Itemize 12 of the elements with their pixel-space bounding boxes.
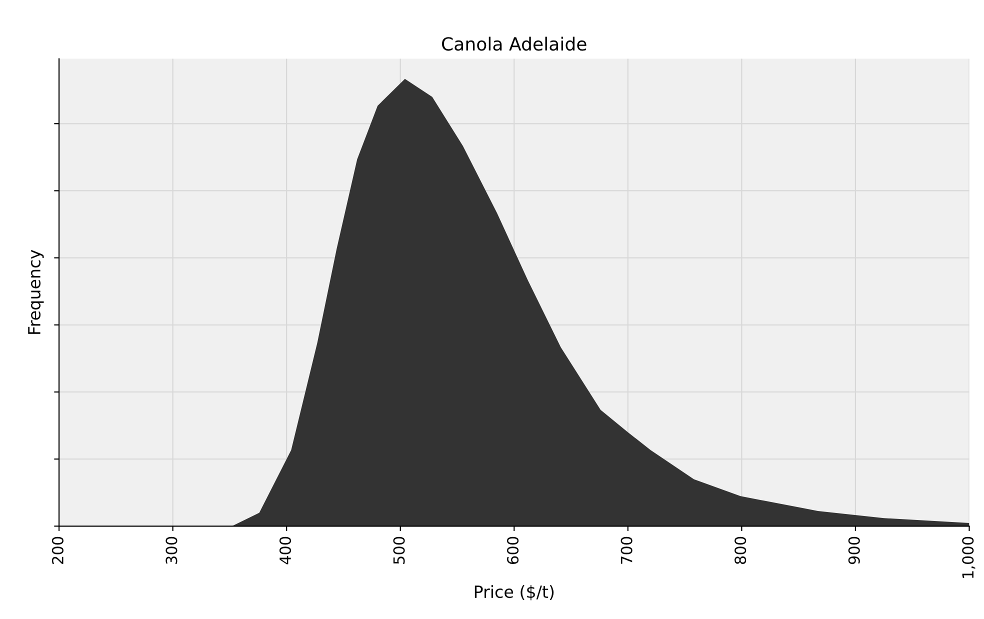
x-tick-label: 600 bbox=[507, 536, 519, 564]
x-tick-label: 900 bbox=[848, 536, 860, 564]
y-axis-title: Frequency bbox=[28, 250, 44, 334]
x-tick-label: 700 bbox=[620, 536, 632, 564]
x-tick-label: 800 bbox=[734, 536, 746, 564]
x-tick-label: 300 bbox=[166, 536, 178, 564]
chart-title: Canola Adelaide bbox=[442, 36, 586, 51]
x-tick-label: 500 bbox=[393, 536, 405, 564]
x-tick-label: 200 bbox=[52, 536, 64, 564]
x-axis-title: Price ($/t) bbox=[474, 585, 554, 600]
x-tick-label: 1,000 bbox=[962, 536, 976, 578]
x-tick-label: 400 bbox=[279, 536, 292, 564]
